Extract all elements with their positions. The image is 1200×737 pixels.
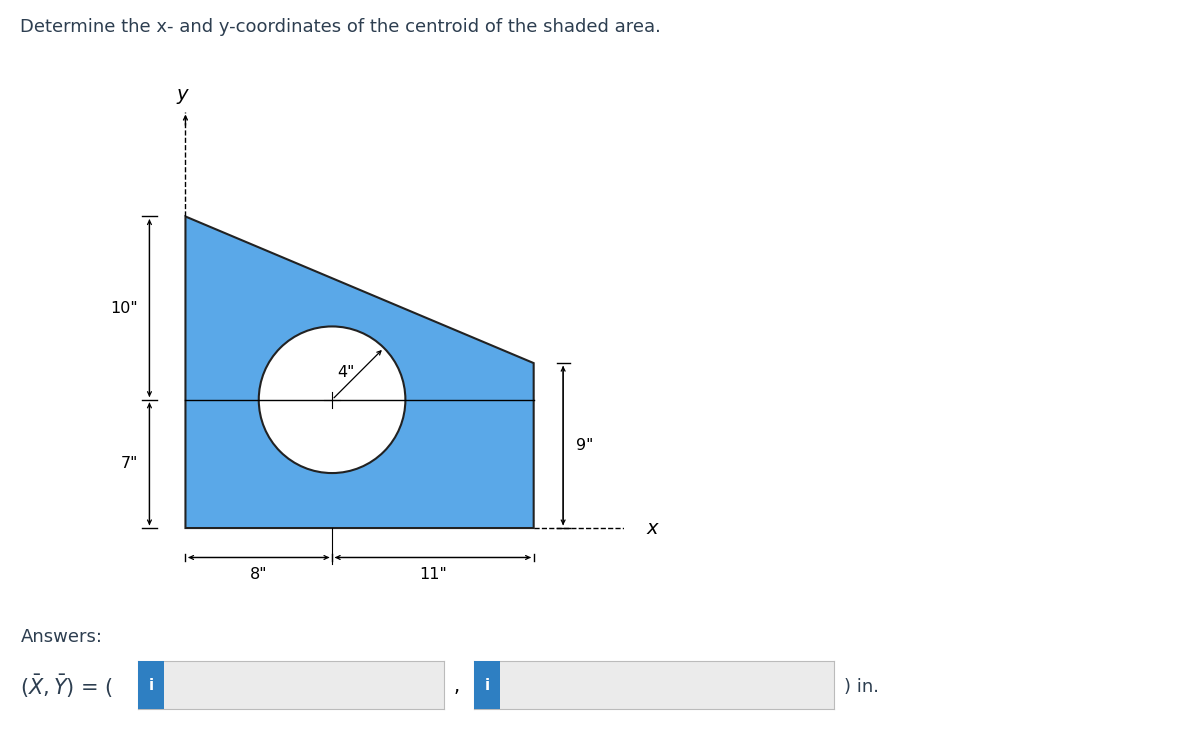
Text: ) in.: ) in. [844,678,878,696]
Text: x: x [647,519,658,537]
Text: y: y [176,85,188,104]
Text: i: i [149,677,154,693]
Text: 10": 10" [110,301,138,315]
Text: Determine the x- and y-coordinates of the centroid of the shaded area.: Determine the x- and y-coordinates of th… [20,18,661,36]
Circle shape [259,326,406,473]
Text: 9": 9" [576,438,594,453]
Text: 7": 7" [120,456,138,472]
Text: Answers:: Answers: [20,628,102,646]
Text: 11": 11" [419,567,446,581]
Polygon shape [186,217,534,528]
Text: $(\bar{X}, \bar{Y})$ = (: $(\bar{X}, \bar{Y})$ = ( [20,674,115,700]
Text: i: i [485,677,490,693]
Text: ,: , [454,677,460,696]
Text: 8": 8" [250,567,268,581]
Text: 4": 4" [337,365,355,380]
